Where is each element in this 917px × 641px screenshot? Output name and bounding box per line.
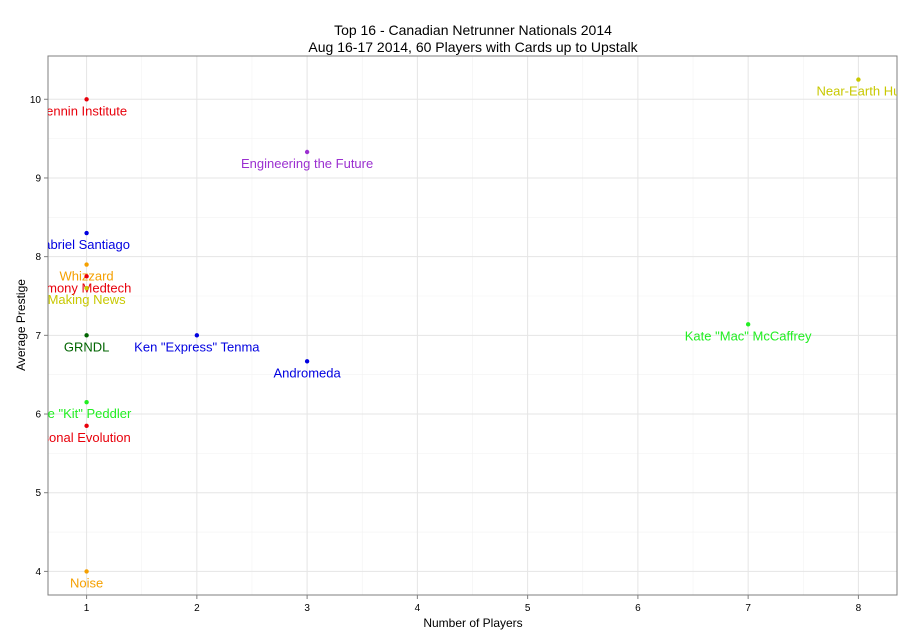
x-tick-label: 4: [415, 603, 421, 614]
plot-border: [47, 55, 898, 596]
point-label: sonal Evolution: [43, 430, 131, 445]
chart-subtitle: Aug 16-17 2014, 60 Players with Cards up…: [308, 39, 638, 55]
x-tick-label: 2: [194, 603, 200, 614]
data-point: [84, 569, 89, 574]
y-tick-label: 4: [35, 567, 41, 578]
data-point: [84, 333, 89, 338]
point-label: GRNDL: [64, 339, 110, 354]
point-label: ennin Institute: [46, 103, 127, 118]
point-label: lle "Kit" Peddler: [42, 406, 132, 421]
point-label: abriel Santiago: [43, 237, 130, 252]
point-label: Ken "Express" Tenma: [134, 339, 260, 354]
point-label: Noise: [70, 575, 103, 590]
x-tick-label: 7: [745, 603, 751, 614]
y-tick-label: 8: [35, 252, 41, 263]
y-axis-label: Average Prestige: [14, 279, 28, 371]
x-tick-label: 6: [635, 603, 641, 614]
x-tick-label: 1: [84, 603, 90, 614]
y-tick-label: 5: [35, 488, 41, 499]
y-tick-label: 10: [30, 95, 42, 106]
data-point: [84, 400, 89, 405]
point-label: rmony Medtech: [42, 280, 132, 295]
data-point: [194, 333, 200, 338]
axes: 1 2 3 4 5 6 7 8 4 5 6 7 8 9 10: [30, 95, 862, 614]
y-tick-label: 6: [35, 410, 41, 421]
data-point: [84, 274, 89, 279]
data-point: [84, 423, 89, 429]
data-point: [304, 359, 310, 364]
point-label: Near-Earth Hu: [817, 84, 901, 99]
x-axis-label: Number of Players: [423, 616, 522, 630]
grid-lines: [48, 56, 897, 595]
x-tick-label: 3: [304, 603, 310, 614]
data-point: [856, 77, 861, 82]
data-point: [304, 149, 310, 155]
y-tick-label: 9: [35, 173, 41, 184]
y-tick-label: 7: [35, 331, 41, 342]
data-point: [84, 285, 89, 291]
x-tick-label: 8: [856, 603, 862, 614]
data-point: [84, 230, 89, 236]
data-points: ennin Institute Engineering the Future Nea…: [42, 77, 901, 590]
point-label: Kate "Mac" McCaffrey: [685, 328, 812, 343]
data-point: [84, 97, 89, 102]
point-label: Engineering the Future: [241, 156, 373, 171]
point-label: Making News: [48, 292, 127, 307]
point-label: Andromeda: [274, 365, 342, 380]
x-tick-label: 5: [525, 603, 531, 614]
data-point: [84, 262, 89, 267]
data-point: [745, 322, 751, 327]
chart-title: Top 16 - Canadian Netrunner Nationals 20…: [334, 22, 612, 38]
